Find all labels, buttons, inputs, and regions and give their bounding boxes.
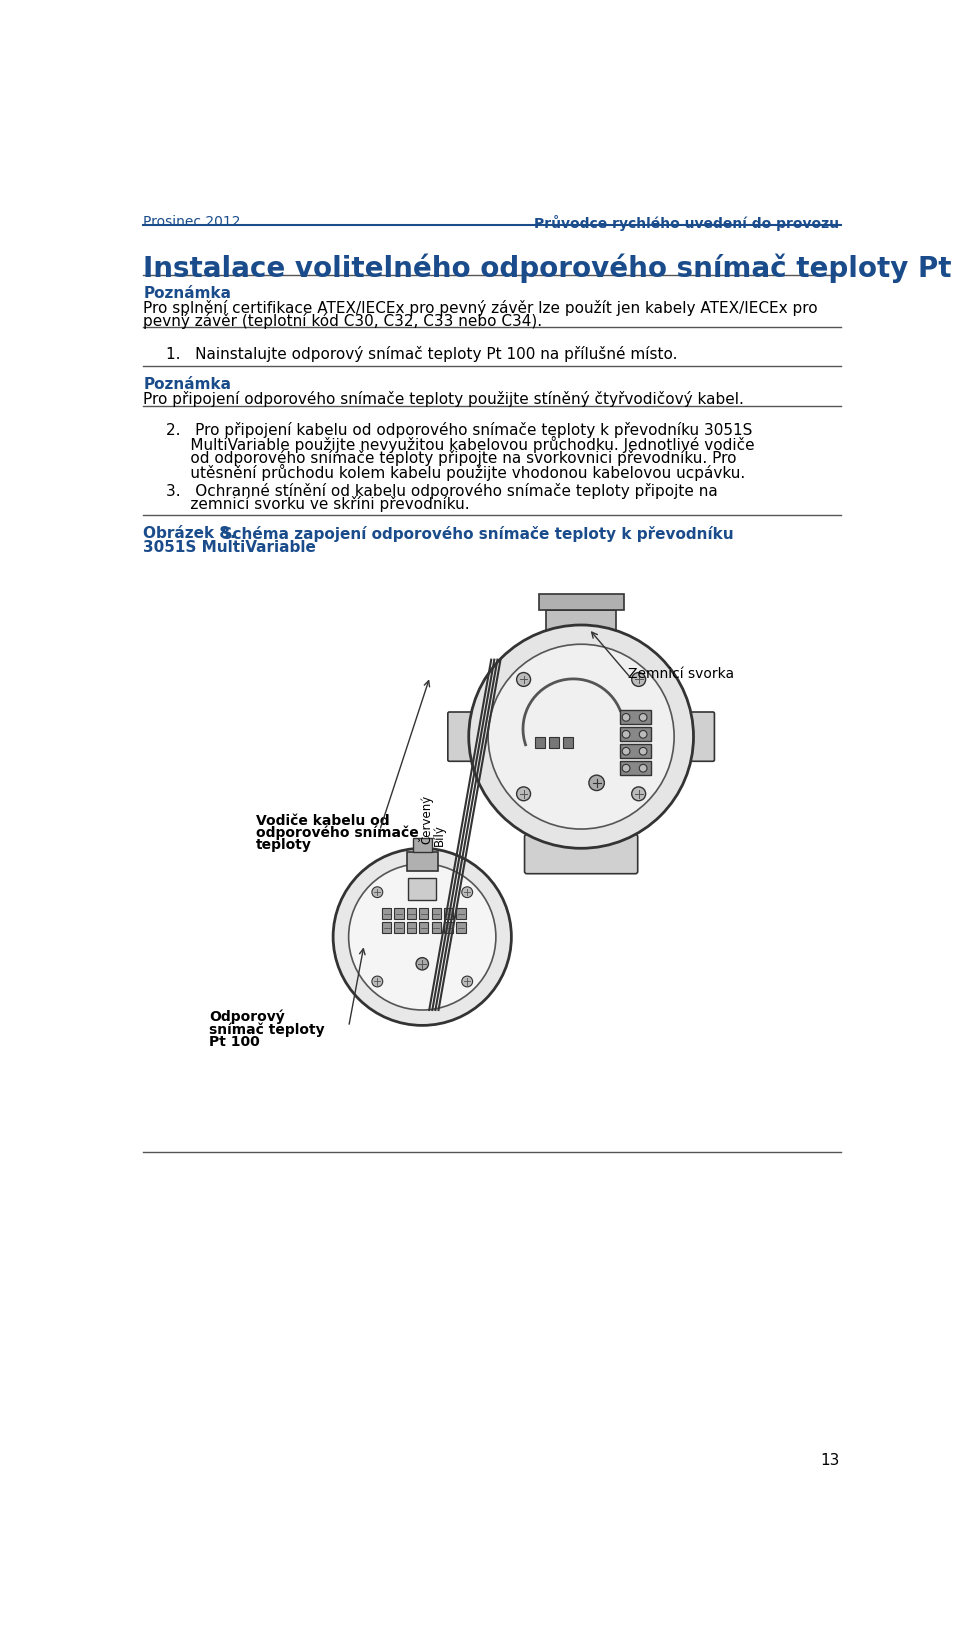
Bar xyxy=(432,922,441,932)
Bar xyxy=(444,909,453,919)
Circle shape xyxy=(622,713,630,721)
Circle shape xyxy=(639,764,647,772)
Text: odporového snímače: odporového snímače xyxy=(255,825,419,840)
Circle shape xyxy=(516,672,531,687)
Bar xyxy=(620,744,651,758)
Text: Vodiče kabelu od: Vodiče kabelu od xyxy=(255,814,389,828)
Bar xyxy=(444,922,453,932)
Circle shape xyxy=(416,957,428,970)
Bar xyxy=(407,909,416,919)
Text: snímač teploty: snímač teploty xyxy=(209,1023,324,1038)
Text: 1.   Nainstalujte odporový snímač teploty Pt 100 na přílušné místo.: 1. Nainstalujte odporový snímač teploty … xyxy=(166,346,678,362)
Bar xyxy=(563,738,573,748)
Text: zemnicí svorku ve skříni převodníku.: zemnicí svorku ve skříni převodníku. xyxy=(166,496,470,512)
Text: Odporový: Odporový xyxy=(209,1010,285,1024)
Circle shape xyxy=(639,731,647,738)
Text: pevný závěr (teplotní kód C30, C32, C33 nebo C34).: pevný závěr (teplotní kód C30, C32, C33 … xyxy=(143,313,542,329)
Bar xyxy=(456,922,466,932)
FancyBboxPatch shape xyxy=(688,712,714,761)
Text: 3051S MultiVariable: 3051S MultiVariable xyxy=(143,540,316,555)
Bar xyxy=(548,738,560,748)
Bar xyxy=(413,838,432,851)
Bar xyxy=(395,922,403,932)
Bar xyxy=(420,922,428,932)
Bar xyxy=(620,710,651,725)
Text: Červený: Červený xyxy=(419,796,434,845)
Text: 2.   Pro připojení kabelu od odporového snímače teploty k převodníku 3051S: 2. Pro připojení kabelu od odporového sn… xyxy=(166,423,753,438)
Text: Zemnicí svorka: Zemnicí svorka xyxy=(628,667,733,682)
Bar xyxy=(432,909,441,919)
Text: Pro splnění certifikace ATEX/IECEx pro pevný závěr lze použít jen kabely ATEX/IE: Pro splnění certifikace ATEX/IECEx pro p… xyxy=(143,300,818,316)
Text: utěsnění průchodu kolem kabelu použijte vhodonou kabelovou ucpávku.: utěsnění průchodu kolem kabelu použijte … xyxy=(166,464,746,481)
Text: 13: 13 xyxy=(820,1453,839,1467)
Circle shape xyxy=(468,624,693,848)
Bar xyxy=(620,728,651,741)
Circle shape xyxy=(639,713,647,721)
Circle shape xyxy=(516,787,531,800)
Circle shape xyxy=(488,644,674,828)
Circle shape xyxy=(632,672,646,687)
FancyBboxPatch shape xyxy=(447,712,474,761)
Bar xyxy=(535,738,545,748)
Circle shape xyxy=(462,977,472,987)
Text: teploty: teploty xyxy=(255,838,311,851)
Bar xyxy=(407,851,438,871)
Bar xyxy=(407,922,416,932)
Text: Bílý: Bílý xyxy=(433,824,445,847)
Bar xyxy=(420,909,428,919)
Circle shape xyxy=(632,787,646,800)
Circle shape xyxy=(622,731,630,738)
Text: Poznámka: Poznámka xyxy=(143,377,231,392)
Bar xyxy=(546,609,616,636)
Text: Obrázek 8.: Obrázek 8. xyxy=(143,527,236,542)
Bar xyxy=(395,909,403,919)
Bar xyxy=(539,595,624,609)
Text: od odporového snímače teploty připojte na svorkovnici převodníku. Pro: od odporového snímače teploty připojte n… xyxy=(166,450,737,466)
Text: Schéma zapojení odporového snímače teploty k převodníku: Schéma zapojení odporového snímače teplo… xyxy=(210,527,733,542)
Circle shape xyxy=(622,748,630,754)
Text: Prosinec 2012: Prosinec 2012 xyxy=(143,214,241,229)
Bar xyxy=(408,878,436,899)
FancyBboxPatch shape xyxy=(524,835,637,873)
Circle shape xyxy=(588,776,605,791)
Text: Pt 100: Pt 100 xyxy=(209,1034,260,1049)
Circle shape xyxy=(372,977,383,987)
Circle shape xyxy=(639,748,647,754)
Text: Instalace volitelného odporového snímač teploty Pt 100: Instalace volitelného odporového snímač … xyxy=(143,254,960,283)
Circle shape xyxy=(348,863,496,1010)
Text: Poznámka: Poznámka xyxy=(143,287,231,301)
Circle shape xyxy=(622,764,630,772)
Bar xyxy=(456,909,466,919)
Bar xyxy=(382,909,392,919)
Text: Pro připojení odporového snímače teploty použijte stíněný čtyřvodičový kabel.: Pro připojení odporového snímače teploty… xyxy=(143,390,744,407)
Circle shape xyxy=(372,886,383,898)
Circle shape xyxy=(462,886,472,898)
Bar xyxy=(620,761,651,776)
Text: 3.   Ochranné stínění od kabelu odporového snímače teploty připojte na: 3. Ochranné stínění od kabelu odporového… xyxy=(166,483,718,499)
Text: MultiVariable použijte nevyužitou kabelovou průchodku. Jednotlivé vodiče: MultiVariable použijte nevyužitou kabelo… xyxy=(166,436,756,453)
Bar xyxy=(382,922,392,932)
Text: Průvodce rychlého uvedení do provozu: Průvodce rychlého uvedení do provozu xyxy=(534,214,839,231)
Circle shape xyxy=(333,848,512,1026)
